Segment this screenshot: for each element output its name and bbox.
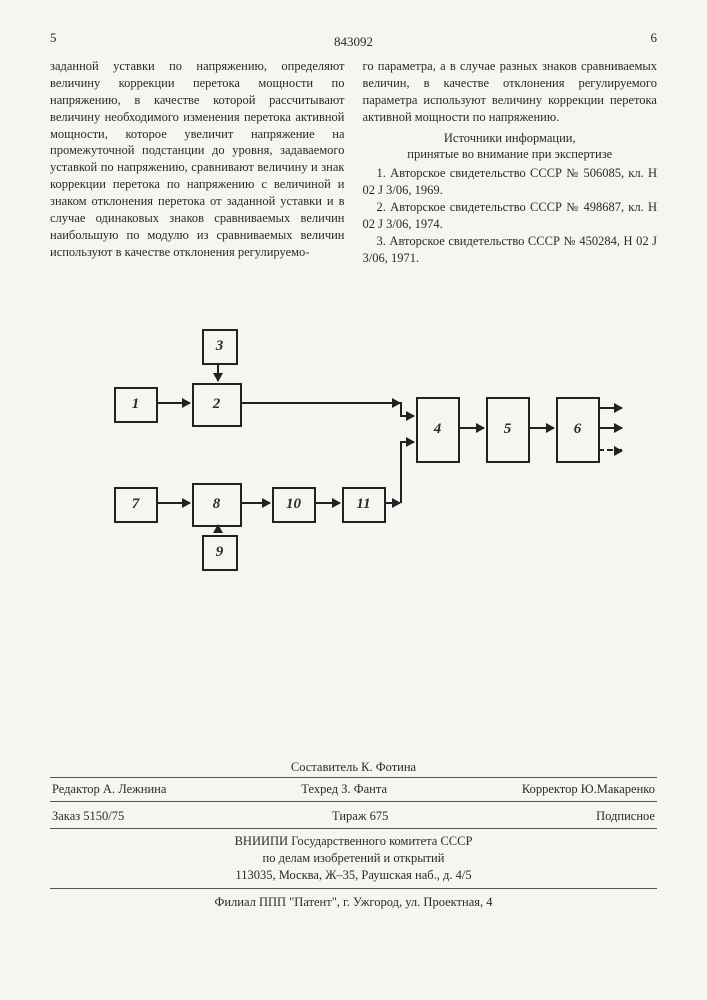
arrow-1-2 (156, 402, 190, 404)
node-10: 10 (272, 487, 316, 523)
arrow-10-11 (314, 502, 340, 504)
arrow-11-4 (400, 441, 414, 443)
circulation: Тираж 675 (332, 809, 388, 824)
node-3-label: 3 (216, 338, 224, 355)
node-6-label: 6 (574, 421, 582, 438)
block-diagram: 1 2 3 4 5 6 7 8 9 10 11 (94, 327, 614, 557)
node-4-label: 4 (434, 421, 442, 438)
arrow-7-8 (156, 502, 190, 504)
edge-2-drop (400, 402, 402, 416)
credits-row: Редактор А. Лежнина Техред З. Фанта Корр… (50, 777, 657, 802)
node-2-label: 2 (213, 396, 221, 413)
left-column-text: заданной уставки по напряжению, определя… (50, 58, 345, 261)
composer-label: Составитель (291, 760, 358, 774)
node-8-label: 8 (213, 496, 221, 513)
node-6: 6 (556, 397, 600, 463)
refs-heading: Источники информации, принятые во вниман… (363, 130, 658, 164)
arrow-4-5 (458, 427, 484, 429)
ref-2: 2. Авторское свидетельство СССР № 498687… (363, 199, 658, 233)
corrector: Корректор Ю.Макаренко (522, 782, 655, 797)
org-line2: по делам изобретений и открытий (50, 850, 657, 867)
techred-name: З. Фанта (341, 782, 387, 796)
node-8: 8 (192, 483, 242, 527)
org-block: ВНИИПИ Государственного комитета СССР по… (50, 829, 657, 889)
refs-heading-line1: Источники информации, (363, 130, 658, 147)
node-11: 11 (342, 487, 386, 523)
node-4: 4 (416, 397, 460, 463)
composer-name: К. Фотина (361, 760, 416, 774)
node-10-label: 10 (286, 496, 301, 513)
node-9: 9 (202, 535, 238, 571)
branch-line: Филиал ППП "Патент", г. Ужгород, ул. Про… (50, 889, 657, 910)
node-5-label: 5 (504, 421, 512, 438)
footer: Составитель К. Фотина Редактор А. Лежнин… (50, 760, 657, 910)
corrector-name: Ю.Макаренко (581, 782, 655, 796)
right-column-top: го параметра, а в случае разных знаков с… (363, 58, 658, 126)
node-3: 3 (202, 329, 238, 365)
node-9-label: 9 (216, 544, 224, 561)
left-column: заданной уставки по напряжению, определя… (50, 58, 345, 267)
patent-number: 843092 (50, 34, 657, 50)
text-columns: заданной уставки по напряжению, определя… (50, 58, 657, 267)
subscription: Подписное (596, 809, 655, 824)
arrow-6-out3-dashed (598, 449, 622, 453)
editor: Редактор А. Лежнина (52, 782, 166, 797)
order-row: Заказ 5150/75 Тираж 675 Подписное (50, 805, 657, 829)
node-1: 1 (114, 387, 158, 423)
node-7: 7 (114, 487, 158, 523)
order-number: Заказ 5150/75 (52, 809, 124, 824)
node-11-label: 11 (356, 496, 370, 513)
arrow-8-10 (240, 502, 270, 504)
ref-1: 1. Авторское свидетельство СССР № 506085… (363, 165, 658, 199)
page-num-right: 6 (651, 30, 658, 46)
techred: Техред З. Фанта (301, 782, 387, 797)
editor-label: Редактор (52, 782, 100, 796)
corrector-label: Корректор (522, 782, 578, 796)
ref-list: 1. Авторское свидетельство СССР № 506085… (363, 165, 658, 266)
node-1-label: 1 (132, 396, 140, 413)
arrow-9-8 (217, 525, 219, 533)
edge-2-line (240, 402, 400, 404)
editor-name: А. Лежнина (103, 782, 166, 796)
arrow-5-6 (528, 427, 554, 429)
techred-label: Техред (301, 782, 338, 796)
page: 5 6 843092 заданной уставки по напряжени… (0, 0, 707, 1000)
node-5: 5 (486, 397, 530, 463)
node-7-label: 7 (132, 496, 140, 513)
page-num-left: 5 (50, 30, 57, 46)
refs-heading-line2: принятые во внимание при экспертизе (363, 146, 658, 163)
edge-11-h (384, 502, 400, 504)
org-line1: ВНИИПИ Государственного комитета СССР (50, 833, 657, 850)
ref-3: 3. Авторское свидетельство СССР № 450284… (363, 233, 658, 267)
right-column: го параметра, а в случае разных знаков с… (363, 58, 658, 267)
arrow-6-out2 (598, 427, 622, 429)
arrow-6-out1 (598, 407, 622, 409)
arrow-2-4 (400, 415, 414, 417)
org-line3: 113035, Москва, Ж–35, Раушская наб., д. … (50, 867, 657, 884)
edge-11-v (400, 441, 402, 503)
node-2: 2 (192, 383, 242, 427)
arrow-3-2 (217, 363, 219, 381)
